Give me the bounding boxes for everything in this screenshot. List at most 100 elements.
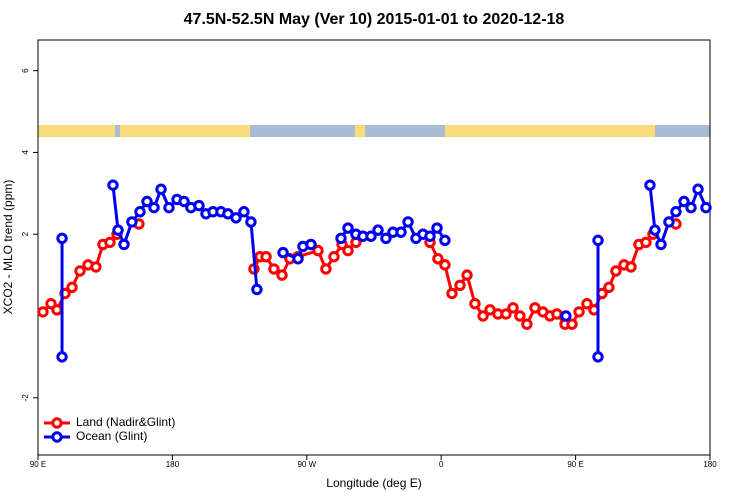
point — [610, 265, 622, 277]
point — [551, 308, 563, 320]
point — [148, 201, 160, 214]
point — [477, 310, 489, 322]
y-tick-label: 4 — [21, 150, 30, 155]
point — [395, 226, 407, 238]
point — [230, 212, 242, 224]
land-ocean-strip — [38, 125, 710, 137]
point — [670, 206, 682, 218]
point — [56, 232, 68, 245]
point — [342, 244, 354, 257]
plot-frame — [37, 39, 711, 456]
point — [439, 259, 451, 271]
point — [342, 222, 354, 234]
point — [644, 179, 656, 191]
point — [260, 250, 272, 263]
point — [320, 263, 332, 275]
point — [268, 263, 280, 275]
x-tick-label: 90 E — [567, 460, 583, 469]
point — [112, 224, 124, 236]
point — [700, 201, 712, 214]
point — [380, 232, 392, 245]
point — [335, 232, 347, 245]
x-tick-label: 180 — [703, 460, 717, 469]
point — [581, 298, 593, 310]
point — [424, 230, 436, 242]
point — [56, 351, 68, 363]
land-strip — [120, 125, 250, 137]
point — [118, 238, 130, 251]
point — [245, 216, 257, 228]
x-axis-title: Longitude (deg E) — [326, 476, 421, 490]
point — [507, 302, 519, 314]
ocean-strip — [115, 125, 120, 137]
y-axis-title: XCO2 - MLO trend (ppm) — [1, 180, 15, 315]
point — [74, 265, 86, 277]
legend-marker — [51, 417, 63, 429]
legend-label: Ocean (Glint) — [76, 429, 147, 443]
point — [178, 195, 190, 208]
point — [276, 269, 288, 281]
point — [37, 306, 49, 318]
point — [469, 298, 481, 310]
point — [66, 281, 78, 294]
point — [663, 216, 675, 228]
point — [692, 183, 704, 195]
point — [454, 279, 466, 292]
point — [461, 269, 473, 281]
legend-marker — [51, 431, 63, 443]
point — [446, 287, 458, 300]
point — [163, 201, 175, 214]
point — [292, 253, 304, 265]
point — [432, 253, 444, 265]
ocean-strip — [655, 125, 710, 137]
point — [312, 244, 324, 257]
y-tick-label: -2 — [21, 394, 30, 402]
point — [625, 261, 637, 273]
y-tick-label: 2 — [21, 231, 30, 236]
x-tick-label: 90 E — [30, 460, 46, 469]
land-strip — [38, 125, 115, 137]
ocean-strip — [250, 125, 445, 137]
point — [277, 246, 289, 259]
point — [90, 261, 102, 273]
x-tick-label: 180 — [166, 460, 180, 469]
point — [649, 224, 661, 236]
point — [560, 310, 572, 322]
point — [566, 318, 578, 330]
x-tick-label: 0 — [439, 460, 444, 469]
point — [155, 183, 167, 195]
point — [514, 310, 526, 322]
chart-title: 47.5N-52.5N May (Ver 10) 2015-01-01 to 2… — [184, 11, 565, 28]
land-strip — [355, 125, 365, 137]
point — [431, 222, 443, 234]
point — [592, 234, 604, 247]
point — [573, 306, 585, 318]
point — [107, 179, 119, 191]
point — [238, 206, 250, 218]
point — [655, 238, 667, 251]
point — [141, 195, 153, 208]
x-tick-label: 90 W — [297, 460, 316, 469]
land-strip — [445, 125, 655, 137]
legend-label: Land (Nadir&Glint) — [76, 415, 175, 429]
point — [640, 236, 652, 249]
point — [104, 236, 116, 249]
point — [126, 216, 138, 228]
point — [678, 195, 690, 208]
point — [603, 281, 615, 294]
point — [365, 230, 377, 242]
point — [500, 308, 512, 320]
point — [592, 351, 604, 363]
point — [521, 318, 533, 330]
point — [134, 206, 146, 218]
point — [51, 304, 63, 316]
point — [439, 234, 451, 247]
point — [251, 283, 263, 296]
point — [193, 199, 205, 212]
y-tick-label: 6 — [21, 68, 30, 73]
point — [305, 238, 317, 251]
point — [685, 201, 697, 214]
point — [372, 224, 384, 236]
point — [402, 216, 414, 228]
